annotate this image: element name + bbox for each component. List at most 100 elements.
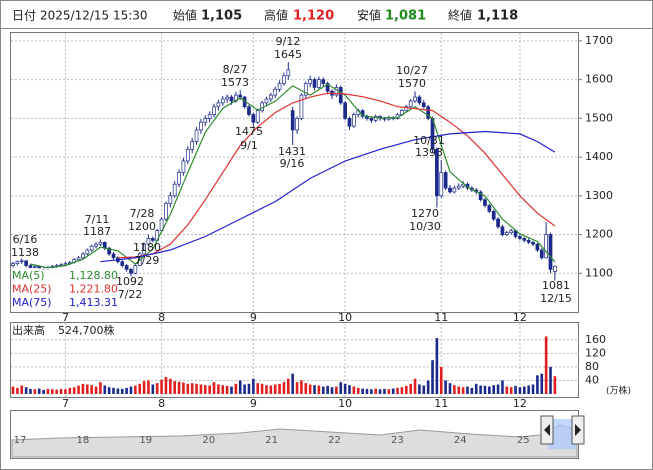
header-bar — [0, 0, 653, 29]
volume-bar — [439, 366, 443, 394]
candle-body — [32, 265, 37, 268]
volume-bar — [304, 383, 308, 394]
candle-body — [133, 265, 138, 274]
volume-bar — [51, 389, 54, 394]
volume-bar — [269, 385, 273, 394]
volume-bar — [77, 385, 80, 394]
candle-body — [168, 195, 173, 204]
volume-bar — [195, 383, 198, 394]
candle-body — [203, 118, 208, 123]
x-tick-label: 11 — [434, 397, 448, 410]
candle-body — [404, 106, 409, 111]
volume-bar — [435, 338, 439, 394]
candle-body — [120, 261, 125, 266]
candle-body — [553, 265, 557, 272]
volume-bar — [457, 386, 461, 394]
candle-body — [548, 234, 553, 270]
volume-bar — [509, 387, 513, 394]
candle-body — [63, 263, 68, 266]
volume-bar — [483, 385, 487, 394]
volume-bar — [208, 385, 211, 394]
y-tick-label: 1700 — [585, 34, 613, 47]
volume-bar — [42, 389, 45, 394]
annotation-price: 1475 — [235, 125, 263, 138]
annotation-date: 8/27 — [223, 63, 248, 76]
volume-bar — [356, 387, 360, 394]
candle-body — [28, 265, 33, 268]
volume-bar — [81, 383, 85, 394]
annotation-date: 6/16 — [13, 233, 38, 246]
y-tick-label: 1600 — [585, 73, 613, 86]
volume-bar — [151, 384, 155, 394]
volume-bar — [29, 388, 32, 394]
candle-body — [273, 88, 278, 96]
candle-body — [522, 238, 527, 241]
volume-bar — [90, 385, 93, 394]
x-tick-label: 8 — [158, 311, 165, 324]
annotation-date: 12/15 — [540, 292, 572, 305]
volume-bar — [479, 385, 482, 394]
volume-bar — [400, 387, 404, 394]
volume-bar — [426, 380, 430, 394]
volume-bar — [308, 384, 312, 394]
legend-box — [11, 268, 119, 311]
annotation-date: 9/12 — [276, 35, 301, 48]
volume-bar — [339, 382, 343, 394]
volume-bar — [247, 383, 251, 394]
volume-bar — [24, 387, 28, 394]
candle-body — [238, 94, 243, 98]
volume-bar — [147, 380, 150, 394]
candle-body — [164, 203, 168, 220]
candle-body — [456, 185, 461, 189]
candle-body — [146, 238, 151, 245]
candle-body — [290, 110, 295, 131]
navigator-label: 22 — [328, 435, 341, 446]
volume-bar — [396, 387, 399, 394]
volume-bar — [125, 387, 128, 394]
volume-bar — [527, 385, 530, 394]
candle-body — [452, 187, 457, 193]
candle-body — [150, 238, 155, 241]
open-label: 始値 — [173, 8, 197, 23]
volume-bar — [177, 381, 181, 394]
open-value: 1,105 — [201, 9, 242, 24]
low-value: 1,081 — [385, 9, 426, 24]
candle-body — [443, 172, 448, 189]
candle-body — [199, 121, 203, 131]
candle-body — [373, 116, 378, 121]
candle-body — [504, 232, 509, 235]
candle-body — [172, 183, 177, 197]
candle-body — [491, 210, 496, 220]
volume-bar — [94, 386, 98, 394]
annotation-price: 1570 — [398, 77, 426, 90]
annotation-price: 1393 — [415, 146, 443, 159]
volume-bar — [85, 384, 89, 394]
legend-name: MA(25) — [12, 283, 52, 296]
volume-bar — [335, 386, 338, 394]
candle-body — [251, 114, 256, 123]
volume-bar — [326, 385, 329, 394]
volume-bar — [59, 388, 63, 394]
candle-body — [11, 263, 15, 266]
candle-body — [247, 106, 251, 115]
candle-body — [282, 75, 286, 84]
legend-value: 1,128.80 — [69, 269, 118, 282]
volume-bar — [418, 384, 421, 394]
volume-bar — [212, 382, 216, 394]
candle-body — [181, 160, 186, 173]
volume-bar — [505, 386, 509, 394]
x-tick-label: 7 — [62, 311, 69, 324]
candle-body — [369, 118, 374, 121]
volume-bar — [186, 383, 190, 394]
volume-bar — [444, 380, 447, 394]
volume-bar — [116, 388, 120, 394]
y-tick-label: 1200 — [585, 228, 613, 241]
volume-bar — [243, 384, 246, 394]
navigator-label: 19 — [139, 435, 152, 446]
volume-bar — [11, 386, 15, 394]
navigator-label: 21 — [265, 435, 278, 446]
annotation-date: 7/29 — [135, 254, 160, 267]
volume-bar — [453, 385, 456, 394]
candle-body — [229, 96, 234, 102]
candle-body — [299, 94, 304, 119]
